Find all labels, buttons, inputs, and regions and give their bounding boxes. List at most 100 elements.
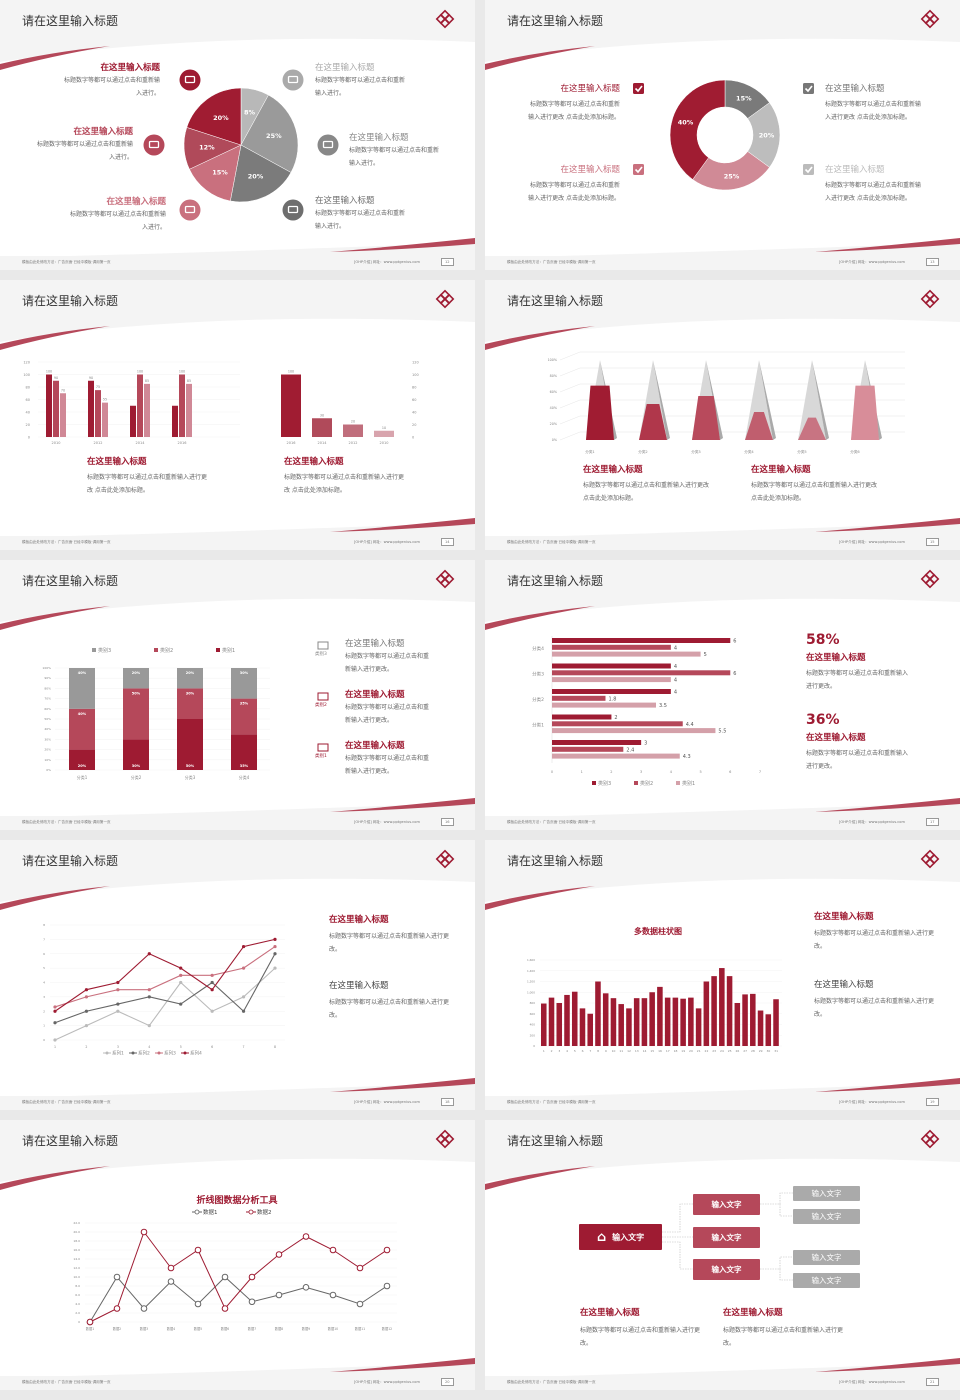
y-tick-label: 4 [43, 981, 45, 985]
root-box[interactable]: ⌂ 输入文字 [579, 1224, 662, 1250]
box-label: 输入文字 [711, 1233, 742, 1242]
x-tick-label: 数据8 [275, 1326, 283, 1331]
footer-band [0, 256, 475, 270]
x-tick-label: 分类4 [239, 774, 250, 780]
logo-ring [924, 1129, 936, 1141]
x-tick-label: 数据1 [86, 1326, 94, 1331]
checkbox-icon[interactable] [803, 83, 814, 94]
y-tick-label: 7 [43, 937, 45, 941]
x-tick-label: 数据9 [302, 1326, 310, 1331]
bar [53, 380, 59, 437]
leaf-box[interactable]: 输入文字 [793, 1250, 860, 1265]
data-point [210, 1009, 214, 1013]
bottom-swoosh [815, 238, 960, 252]
y-tick-label: 100 [23, 373, 30, 377]
bar [552, 638, 731, 643]
mid-box[interactable]: 输入文字 [693, 1227, 760, 1248]
x-tick-label: 15 [650, 1049, 654, 1053]
mid-box[interactable]: 输入文字 [693, 1194, 760, 1215]
y-tick-label: 10% [44, 758, 51, 762]
box-label: 输入文字 [811, 1253, 842, 1262]
footer-right-text: [OHP介绍] 网址：www.pptgenius.com [839, 1380, 905, 1384]
data-point [248, 1298, 256, 1306]
footer-left-text: 模板由此处修改方法：广告页面·已经中模板·调用第一页 [22, 1380, 111, 1384]
y-tick-label: 60% [550, 390, 557, 394]
logo-ring [924, 857, 936, 869]
x-tick-label: 1 [581, 770, 583, 774]
item-title: 在这里输入标题 [560, 84, 620, 94]
y-tick-label: 0 [28, 436, 30, 440]
slide-13[interactable]: 15% 20% 25% 40% 请在这里输入标题模板由此处修改方法：广告页面·已经中模板… [485, 0, 960, 270]
bar [571, 991, 578, 1046]
footer-right-text: [OHP介绍] 网址：www.pptgenius.com [354, 540, 420, 544]
checkbox-icon[interactable] [633, 164, 644, 175]
slide-18[interactable]: 0 1 2 3 4 5 6 7 8 1 2 3 4 5 6 7 8 系列1 系列2 系列3 系列4 请在这里输入标题 模板由… [0, 840, 475, 1110]
footer-left-text: 模板由此处修改方法：广告页面·已经中模板·调用第一页 [507, 260, 596, 264]
legend-marker [194, 1209, 200, 1215]
logo-ring [924, 849, 936, 861]
bottom-swoosh [815, 1358, 960, 1372]
slide-19[interactable]: 多数据柱状图 0 200 400 600 800 1,000 1,200 1,400 1,600 1… [485, 840, 960, 1110]
x-tick-label: 22 [705, 1049, 709, 1053]
slide-15[interactable]: 0% 20% 40% 60% 80% 100% 分类1 分类2 分类3 分类4 分类5 分类6 请在这里… [485, 280, 960, 550]
x-tick-label: 数据5 [194, 1326, 202, 1331]
page-number: 16 [441, 818, 454, 827]
y-tick-label: 80 [26, 386, 30, 390]
data-point [147, 952, 151, 956]
book-icon [179, 199, 201, 221]
x-tick-label: 4 [566, 1049, 568, 1053]
data-point [275, 1251, 283, 1258]
item-title: 在这里输入标题 [825, 84, 885, 94]
x-tick-label: 数据7 [248, 1326, 256, 1331]
slide-title: 请在这里输入标题 [22, 1134, 119, 1148]
gridline [559, 415, 905, 425]
data-point [221, 1305, 229, 1312]
data-point [53, 1009, 57, 1013]
bar [610, 998, 617, 1046]
slide-canvas: 8% 25% 20% 15% 12% 20% [0, 9, 475, 270]
slide-12[interactable]: 8% 25% 20% 15% 12% 20% 请在这里输入标题 模板由此处修改方法：广告页面·… [0, 0, 475, 270]
slide-20[interactable]: 折线图数据分析工具 数据1 数据2 0 2.0 4.0 6.0 8.0 10.0 12.0 14.0… [0, 1120, 475, 1390]
slide-16[interactable]: 0% 10% 20% 30% 40% 50% 60% 70% 80% 90% 100% 类别3 类别2 类… [0, 560, 475, 830]
slide-title: 请在这里输入标题 [22, 854, 119, 868]
bar [552, 714, 612, 720]
slide-title: 请在这里输入标题 [507, 14, 604, 28]
leaf-box[interactable]: 输入文字 [793, 1186, 860, 1201]
y-category-label: 分类4 [532, 645, 544, 652]
slide-canvas: 0 1 2 3 4 5 6 7 6 4 5 分类4 4 6 4 分类3 4 1.8 3.5 分类2 2 4.4 5.5 分类1… [485, 569, 960, 830]
bar [552, 728, 716, 734]
bar [719, 968, 725, 1046]
segment-label: 35% [240, 702, 249, 706]
pyramid-fill [639, 404, 667, 440]
slice-label: 20% [759, 132, 775, 140]
slide-title: 请在这里输入标题 [22, 294, 119, 308]
slide-14[interactable]: 0 0 20 20 40 40 60 60 80 80 100 100 120 120 100 90 70 201… [0, 280, 475, 550]
footer-right-text: [OHP介绍] 网址：www.pptgenius.com [354, 1380, 420, 1384]
leaf-box[interactable]: 输入文字 [793, 1273, 860, 1288]
leaf-box[interactable]: 输入文字 [793, 1209, 860, 1224]
slide-21[interactable]: 请在这里输入标题 模板由此处修改方法：广告页面·已经中模板·调用第一页 [OHP介绍… [485, 1120, 960, 1390]
data-point [356, 1264, 364, 1272]
mid-box[interactable]: 输入文字 [693, 1259, 760, 1280]
x-tick-label: 29 [759, 1049, 763, 1053]
item-title: 在这里输入标题 [106, 197, 166, 207]
y-tick-label: 200 [530, 1033, 536, 1037]
legend-marker [248, 1209, 254, 1215]
checkbox-icon[interactable] [803, 164, 814, 175]
slide-canvas: 15% 20% 25% 40% [485, 9, 960, 270]
bottom-swoosh [330, 1078, 475, 1092]
y-tick-label: 100% [548, 358, 557, 362]
bar [649, 992, 655, 1046]
legend-swatch [216, 648, 220, 652]
footer-left-text: 模板由此处修改方法：广告页面·已经中模板·调用第一页 [22, 1100, 111, 1104]
stacked-segment [123, 688, 149, 740]
y-tick-label: 30% [44, 737, 51, 741]
slide-17[interactable]: 0 1 2 3 4 5 6 7 6 4 5 分类4 4 6 4 分类3 4 1.8 3.5 分类2 2 4.4 5.5 分类1… [485, 560, 960, 830]
bar [641, 998, 648, 1046]
bar [88, 380, 94, 437]
bar [312, 418, 332, 437]
checkbox-icon[interactable] [633, 83, 644, 94]
page-number: 20 [441, 1378, 454, 1387]
x-tick-label: 数据11 [355, 1326, 365, 1331]
y-tick-label: 40% [44, 727, 51, 731]
